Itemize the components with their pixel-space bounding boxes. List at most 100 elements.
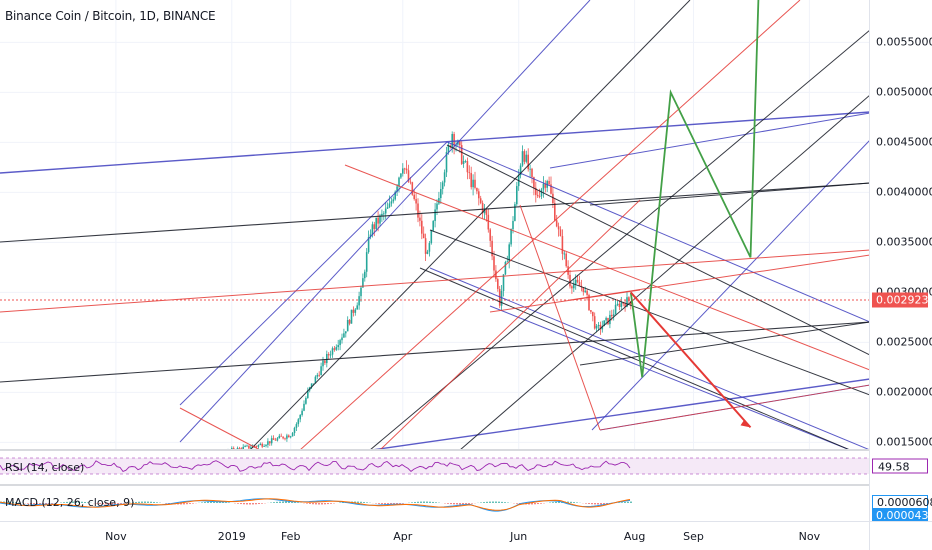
candle-body xyxy=(316,374,319,377)
macd-histogram-bar xyxy=(87,502,89,503)
candle-body xyxy=(339,340,341,346)
candle-body xyxy=(257,445,260,447)
candle-body xyxy=(394,191,396,200)
macd-histogram-bar xyxy=(288,501,290,503)
macd-histogram-bar xyxy=(417,501,419,503)
macd-histogram-bar xyxy=(12,501,14,503)
candle-body xyxy=(434,209,436,222)
candle-body xyxy=(531,168,533,178)
candle-body xyxy=(90,456,92,457)
trend-line xyxy=(0,182,870,243)
candle-body xyxy=(280,435,282,437)
y-tick-label: 0.0055000 xyxy=(876,35,932,49)
candle-body xyxy=(535,187,537,195)
candle-body xyxy=(464,161,467,162)
candle-body xyxy=(614,304,617,315)
macd-histogram-bar xyxy=(321,503,323,505)
macd-histogram-bar xyxy=(114,503,116,505)
macd-histogram-bar xyxy=(306,503,308,504)
candle-body xyxy=(261,443,263,447)
candle-body xyxy=(278,435,281,439)
trend-line xyxy=(0,111,870,174)
macd-histogram-bar xyxy=(291,501,293,503)
macd-histogram-bar xyxy=(105,503,107,505)
macd-histogram-bar xyxy=(558,501,560,503)
candle-body xyxy=(616,303,619,305)
trend-line xyxy=(179,0,591,443)
candle-body xyxy=(291,433,294,437)
macd-histogram-bar xyxy=(357,501,359,503)
macd-histogram-bar xyxy=(630,501,632,503)
macd-histogram-bar xyxy=(426,501,428,503)
candle-body xyxy=(470,173,472,188)
candle-body xyxy=(265,444,267,447)
macd-histogram-bar xyxy=(393,503,395,505)
macd-histogram-bar xyxy=(360,501,362,503)
candle-body xyxy=(555,220,558,227)
macd-histogram-bar xyxy=(435,502,437,503)
macd-histogram-bar xyxy=(363,502,365,503)
candle-body xyxy=(525,154,528,162)
macd-histogram-bar xyxy=(375,503,377,504)
candle-body xyxy=(348,320,351,324)
candle-body xyxy=(588,294,590,311)
trend-line xyxy=(589,182,870,206)
candle-body xyxy=(571,286,573,289)
candle-body xyxy=(536,194,539,197)
candle-body xyxy=(96,455,98,457)
trend-line xyxy=(179,141,448,406)
time-axis[interactable]: Nov 2019 Feb Apr Jun Aug Sep Nov xyxy=(0,521,870,550)
candle-body xyxy=(318,374,320,376)
macd-histogram-bar xyxy=(597,503,599,505)
macd-histogram-bar xyxy=(453,503,455,505)
macd-histogram-bar xyxy=(384,503,386,505)
candle-body xyxy=(495,270,497,280)
candle-body xyxy=(462,161,465,164)
macd-histogram-bar xyxy=(492,501,494,503)
y-tick-label: 0.0045000 xyxy=(876,135,932,149)
macd-histogram-bar xyxy=(423,501,425,503)
macd-histogram-bar xyxy=(240,503,242,505)
candle-body xyxy=(267,441,269,445)
candle-body xyxy=(360,287,362,297)
macd-histogram-bar xyxy=(555,501,557,503)
candle-body xyxy=(56,455,58,456)
candle-body xyxy=(415,199,417,204)
candle-body xyxy=(297,419,300,425)
macd-histogram-bar xyxy=(51,503,53,504)
candle-body xyxy=(70,456,72,459)
candle-body xyxy=(612,314,615,317)
candle-body xyxy=(445,151,448,173)
red-arrowhead xyxy=(740,419,751,428)
candle-body xyxy=(628,297,630,302)
candle-body xyxy=(523,151,526,162)
trend-line xyxy=(419,267,849,449)
candle-body xyxy=(422,233,425,239)
candle-body xyxy=(441,182,444,190)
macd-histogram-bar xyxy=(18,502,20,503)
macd-histogram-bar xyxy=(534,503,536,505)
candle-body xyxy=(540,189,543,197)
candle-body xyxy=(232,448,235,449)
candle-body xyxy=(326,354,328,364)
candle-body xyxy=(561,236,564,254)
price-axis[interactable]: 0.00600000.00550000.00500000.00450000.00… xyxy=(869,0,932,523)
candle-body xyxy=(506,261,509,263)
candle-body xyxy=(622,302,624,304)
candle-body xyxy=(440,189,442,199)
candle-body xyxy=(474,179,476,188)
macd-histogram-bar xyxy=(132,502,134,503)
candle-body xyxy=(500,291,503,306)
candle-body xyxy=(478,191,480,199)
macd-histogram-bar xyxy=(531,503,533,505)
candle-body xyxy=(379,215,381,224)
x-tick-label: Sep xyxy=(683,530,704,543)
rsi-value-tag: 49.58 xyxy=(872,458,928,474)
macd-histogram-bar xyxy=(432,501,434,503)
candle-body xyxy=(552,193,554,204)
macd-histogram-bar xyxy=(504,502,506,503)
signal-line xyxy=(0,498,631,511)
last-price-tag: 0.0029237 xyxy=(872,292,932,308)
candle-body xyxy=(542,183,545,190)
